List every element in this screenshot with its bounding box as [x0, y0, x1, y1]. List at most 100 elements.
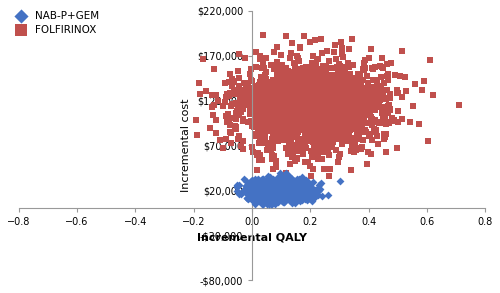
FOLFIRINOX [332, 114, 340, 119]
NAB-P+GEM [288, 192, 296, 196]
FOLFIRINOX [286, 133, 294, 137]
NAB-P+GEM [285, 190, 293, 195]
FOLFIRINOX [384, 104, 392, 109]
FOLFIRINOX [326, 66, 334, 70]
FOLFIRINOX [304, 119, 312, 124]
FOLFIRINOX [362, 88, 370, 93]
NAB-P+GEM [276, 179, 284, 184]
NAB-P+GEM [262, 188, 270, 192]
NAB-P+GEM [260, 184, 268, 189]
FOLFIRINOX [386, 96, 394, 100]
FOLFIRINOX [319, 120, 327, 124]
FOLFIRINOX [362, 129, 370, 134]
FOLFIRINOX [324, 75, 332, 80]
FOLFIRINOX [248, 108, 256, 113]
FOLFIRINOX [276, 72, 283, 77]
NAB-P+GEM [274, 190, 281, 195]
FOLFIRINOX [276, 110, 283, 114]
FOLFIRINOX [320, 80, 328, 84]
FOLFIRINOX [292, 134, 300, 139]
FOLFIRINOX [320, 103, 328, 107]
FOLFIRINOX [284, 93, 292, 98]
FOLFIRINOX [358, 108, 366, 113]
FOLFIRINOX [295, 59, 303, 64]
FOLFIRINOX [256, 126, 264, 130]
FOLFIRINOX [334, 91, 342, 96]
NAB-P+GEM [286, 185, 294, 189]
NAB-P+GEM [279, 181, 287, 186]
FOLFIRINOX [352, 104, 360, 109]
NAB-P+GEM [265, 188, 273, 193]
FOLFIRINOX [250, 125, 258, 130]
FOLFIRINOX [291, 100, 299, 105]
NAB-P+GEM [303, 189, 311, 193]
NAB-P+GEM [270, 194, 278, 198]
FOLFIRINOX [320, 121, 328, 125]
FOLFIRINOX [265, 88, 273, 93]
FOLFIRINOX [328, 79, 336, 84]
FOLFIRINOX [262, 127, 270, 132]
FOLFIRINOX [329, 74, 337, 79]
FOLFIRINOX [333, 65, 341, 69]
NAB-P+GEM [276, 189, 283, 194]
NAB-P+GEM [271, 186, 279, 191]
FOLFIRINOX [290, 99, 298, 104]
NAB-P+GEM [274, 191, 282, 196]
FOLFIRINOX [243, 86, 251, 91]
FOLFIRINOX [346, 106, 354, 110]
NAB-P+GEM [267, 181, 275, 185]
FOLFIRINOX [227, 104, 235, 108]
NAB-P+GEM [268, 198, 276, 202]
NAB-P+GEM [281, 190, 289, 195]
NAB-P+GEM [266, 184, 274, 188]
FOLFIRINOX [240, 94, 248, 99]
NAB-P+GEM [270, 190, 278, 194]
FOLFIRINOX [281, 116, 289, 121]
FOLFIRINOX [340, 91, 348, 96]
FOLFIRINOX [276, 109, 284, 114]
FOLFIRINOX [226, 103, 234, 108]
NAB-P+GEM [274, 187, 282, 192]
FOLFIRINOX [337, 84, 345, 88]
NAB-P+GEM [278, 191, 285, 196]
NAB-P+GEM [278, 191, 286, 196]
FOLFIRINOX [318, 126, 326, 131]
NAB-P+GEM [252, 197, 260, 201]
NAB-P+GEM [280, 188, 288, 193]
FOLFIRINOX [321, 125, 329, 130]
NAB-P+GEM [292, 180, 300, 185]
NAB-P+GEM [291, 185, 299, 190]
NAB-P+GEM [256, 185, 264, 190]
FOLFIRINOX [303, 134, 311, 139]
NAB-P+GEM [280, 193, 288, 198]
FOLFIRINOX [288, 144, 296, 149]
FOLFIRINOX [315, 103, 323, 108]
NAB-P+GEM [308, 192, 316, 197]
FOLFIRINOX [334, 96, 342, 101]
FOLFIRINOX [273, 59, 281, 64]
FOLFIRINOX [332, 137, 340, 142]
FOLFIRINOX [284, 115, 292, 120]
FOLFIRINOX [360, 107, 368, 112]
FOLFIRINOX [336, 75, 344, 79]
FOLFIRINOX [296, 108, 304, 113]
NAB-P+GEM [266, 186, 274, 191]
NAB-P+GEM [278, 186, 286, 191]
FOLFIRINOX [334, 129, 342, 134]
NAB-P+GEM [302, 196, 310, 201]
FOLFIRINOX [359, 103, 367, 108]
FOLFIRINOX [268, 142, 276, 147]
FOLFIRINOX [303, 69, 311, 74]
FOLFIRINOX [288, 85, 296, 89]
NAB-P+GEM [270, 187, 278, 192]
FOLFIRINOX [282, 94, 290, 99]
FOLFIRINOX [365, 95, 373, 100]
NAB-P+GEM [279, 188, 287, 193]
FOLFIRINOX [334, 61, 342, 66]
FOLFIRINOX [298, 100, 306, 104]
FOLFIRINOX [300, 73, 308, 77]
NAB-P+GEM [284, 188, 292, 193]
FOLFIRINOX [316, 96, 324, 100]
NAB-P+GEM [300, 189, 308, 194]
NAB-P+GEM [258, 190, 266, 195]
